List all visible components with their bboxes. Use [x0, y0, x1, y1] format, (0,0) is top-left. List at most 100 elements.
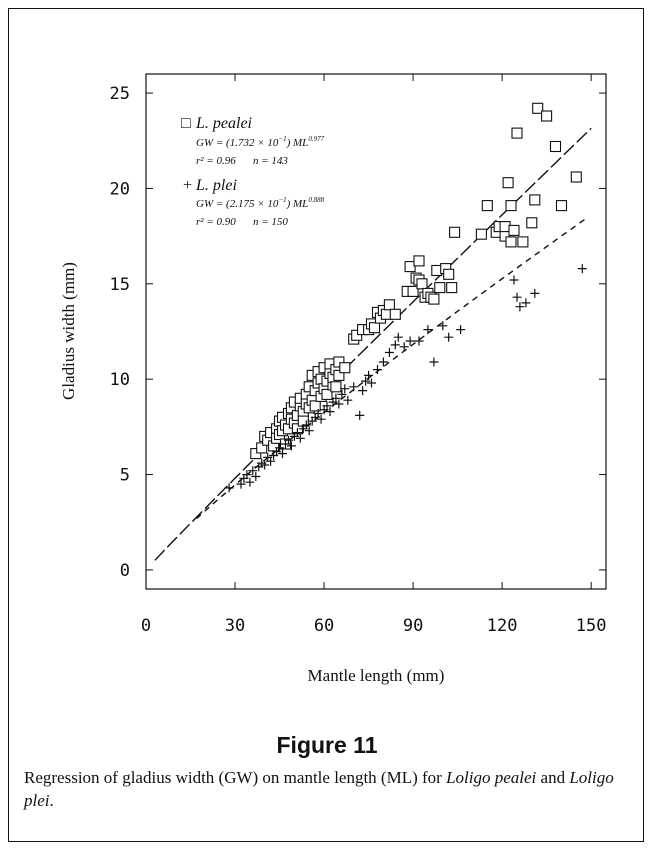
point-pealei: [541, 110, 553, 122]
caption-species-2: Loligo plei: [24, 768, 614, 810]
point-plei: [384, 348, 394, 357]
point-pealei: [443, 268, 455, 280]
point-plei: [275, 443, 284, 453]
legend-r2: r² = 0.90: [196, 216, 236, 228]
point-pealei: [517, 236, 529, 248]
point-pealei: [383, 299, 395, 311]
y-tick-label: 10: [110, 370, 130, 390]
plot-area-frame: [145, 73, 607, 590]
point-plei: [509, 275, 519, 285]
data-points: [224, 102, 587, 493]
point-plei: [456, 325, 466, 335]
x-tick-label: 30: [225, 616, 245, 636]
point-plei: [355, 410, 365, 420]
point-pealei: [321, 388, 333, 400]
legend-entry-pealei: □ L. pealei GW = (1.732 × 10−1) ML0.977 …: [181, 115, 325, 167]
point-plei: [245, 477, 255, 487]
point-pealei: [570, 171, 582, 183]
fit-lines: [154, 127, 592, 561]
legend-equation: GW = (2.175 × 10−1) ML0.888: [196, 196, 325, 210]
point-pealei: [502, 177, 514, 189]
legend-n: n = 150: [253, 216, 288, 228]
y-tick-label: 25: [110, 84, 130, 104]
legend-equation-mid: ) ML: [286, 198, 309, 210]
point-plei: [325, 407, 335, 417]
point-plei: [322, 401, 332, 411]
point-plei: [414, 336, 424, 346]
legend-equation-exp2: 0.977: [308, 135, 324, 143]
fit-line-pealei: [154, 127, 592, 561]
point-plei: [530, 288, 540, 298]
y-tick-label: 20: [110, 179, 130, 199]
legend-equation-exp2: 0.888: [308, 196, 324, 204]
point-pealei: [505, 236, 517, 248]
point-plei: [313, 409, 323, 418]
point-pealei: [339, 362, 351, 374]
point-plei: [340, 384, 350, 394]
point-plei: [367, 378, 376, 388]
point-pealei: [351, 329, 363, 341]
point-plei: [361, 376, 371, 386]
point-plei: [278, 449, 287, 459]
point-pealei: [368, 322, 381, 334]
point-plei: [236, 479, 246, 489]
point-plei: [284, 435, 293, 445]
legend-symbol-square: □: [181, 115, 191, 132]
point-plei: [444, 332, 454, 342]
point-plei: [266, 456, 276, 466]
point-plei: [349, 382, 359, 392]
figure-title: Figure 11: [276, 732, 378, 758]
y-tick-label: 0: [120, 561, 130, 581]
axis-ticks: [145, 74, 606, 589]
point-plei: [251, 472, 261, 481]
point-pealei: [413, 255, 425, 267]
point-pealei: [333, 356, 345, 368]
axis-tick-labels: 0 30 60 90 120 150 0 5 10 15 20 25: [110, 84, 607, 636]
point-pealei: [475, 228, 487, 240]
point-plei: [337, 389, 347, 399]
point-pealei: [309, 400, 321, 412]
x-tick-label: 120: [487, 616, 518, 636]
point-plei: [242, 470, 252, 480]
point-plei: [331, 393, 341, 403]
point-pealei: [434, 282, 446, 294]
point-pealei: [250, 448, 262, 460]
legend-equation-text: GW = (2.175 × 10: [196, 198, 279, 210]
point-pealei: [508, 224, 520, 236]
point-plei: [515, 302, 525, 312]
x-tick-label: 150: [576, 616, 607, 636]
point-plei: [521, 298, 531, 308]
point-plei: [260, 460, 270, 470]
legend-entry-plei: + L. plei GW = (2.175 × 10−1) ML0.888 r²…: [183, 177, 325, 228]
point-pealei: [428, 293, 440, 305]
point-plei: [399, 342, 409, 352]
legend-equation-exp1: −1: [278, 135, 286, 143]
point-plei: [577, 264, 587, 274]
point-pealei: [526, 217, 538, 229]
point-plei: [373, 365, 382, 375]
point-pealei: [330, 381, 342, 393]
point-pealei: [505, 200, 517, 212]
point-plei: [390, 340, 400, 350]
point-pealei: [256, 442, 268, 454]
x-tick-label: 60: [314, 616, 334, 636]
point-plei: [378, 357, 388, 367]
caption-species-1: Loligo pealei: [446, 768, 537, 787]
x-tick-label: 0: [141, 616, 151, 636]
point-plei: [343, 395, 353, 405]
point-plei: [405, 336, 415, 346]
point-pealei: [555, 200, 568, 212]
point-plei: [286, 441, 296, 451]
point-plei: [393, 332, 403, 342]
point-pealei: [549, 140, 562, 153]
point-plei: [224, 483, 234, 493]
point-plei: [316, 414, 326, 424]
figure-caption: Regression of gladius width (GW) on mant…: [24, 766, 634, 812]
legend-n: n = 143: [253, 155, 288, 167]
legend-symbol-plus: +: [183, 177, 192, 194]
fit-line-plei: [196, 218, 586, 520]
caption-and: and: [536, 768, 570, 787]
point-plei: [358, 386, 368, 396]
point-pealei: [416, 278, 428, 290]
legend-series-name: L. plei: [195, 177, 237, 194]
